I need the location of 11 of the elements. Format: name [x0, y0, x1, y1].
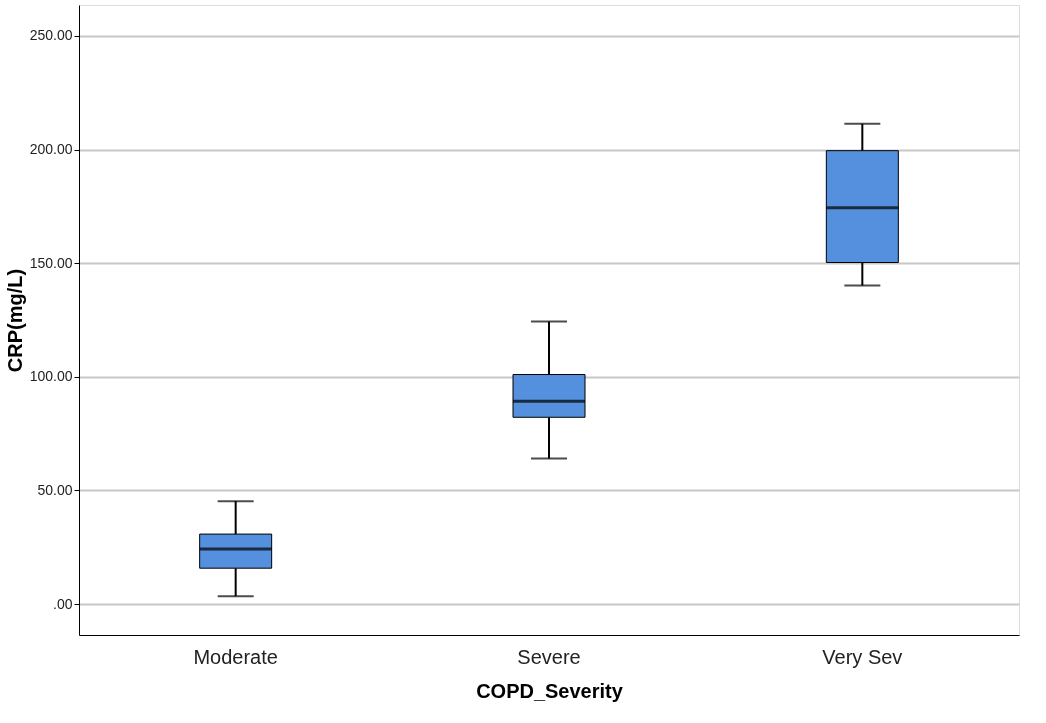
- y-axis-title: CRP(mg/L): [3, 268, 26, 373]
- y-tick-label: 50.00: [37, 481, 73, 498]
- x-axis-title: COPD_Severity: [476, 679, 624, 702]
- y-tick-label: 100.00: [29, 368, 73, 385]
- x-tick-label: Severe: [517, 645, 581, 668]
- y-tick-label: 250.00: [29, 27, 73, 44]
- x-tick-label: Moderate: [193, 645, 278, 668]
- y-tick-label: 150.00: [29, 254, 73, 271]
- y-tick-label: 200.00: [29, 141, 73, 158]
- y-tick-label: .00: [53, 595, 73, 612]
- x-tick-label: Very Sev: [822, 645, 903, 668]
